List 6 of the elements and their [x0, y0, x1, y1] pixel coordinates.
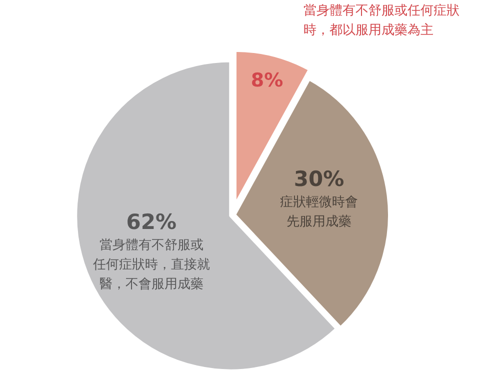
slice-label: 當身體有不舒服或任何症狀時，直接就醫，不會服用成藥 — [92, 238, 210, 292]
data-label: 62% — [126, 210, 177, 234]
slice-label: 症狀輕微時會先服用成藥 — [280, 195, 358, 230]
data-label: 30% — [294, 167, 344, 192]
slice-label: 當身體有不舒服或任何症狀時，都以服用成藥為主 — [304, 3, 460, 38]
data-label: 8% — [250, 70, 284, 92]
